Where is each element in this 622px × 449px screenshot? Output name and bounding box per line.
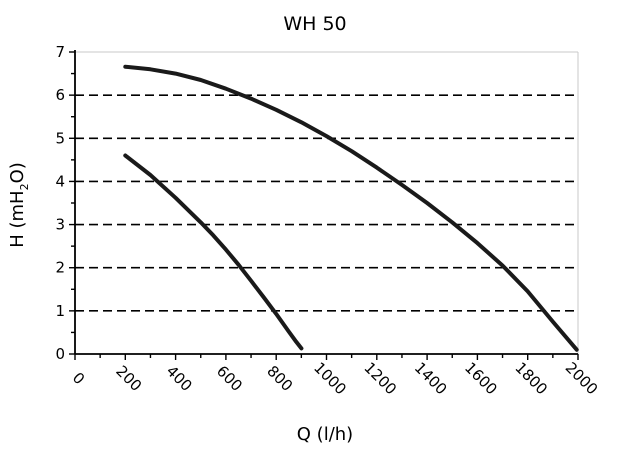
x-tick-label-400: 400 (163, 362, 196, 395)
y-axis-label: H (mH2O) (7, 162, 31, 248)
x-tick-label-1600: 1600 (461, 359, 501, 399)
x-tick-label-200: 200 (112, 362, 145, 395)
y-tick-label-6: 6 (55, 86, 65, 104)
y-tick-label-7: 7 (55, 43, 65, 61)
x-axis: 0 200 400 600 800 1000 1200 1400 1600 1800 2000 (69, 353, 602, 399)
y-tick-label-4: 4 (55, 172, 65, 190)
x-tick-label-1800: 1800 (511, 359, 551, 399)
x-tick-label-1200: 1200 (360, 359, 400, 399)
chart-title: WH 50 (283, 13, 346, 35)
y-axis-label-prefix: H (mH (7, 190, 28, 247)
series-line-2 (123, 153, 304, 351)
x-tick-label-0: 0 (69, 369, 88, 388)
y-tick-label-5: 5 (55, 129, 65, 147)
x-tick-label-2000: 2000 (562, 359, 602, 399)
series-lines (123, 64, 579, 352)
x-tick-label-1000: 1000 (310, 359, 350, 399)
gridlines (75, 94, 578, 312)
x-axis-label: Q (l/h) (297, 424, 353, 445)
y-axis: 0 1 2 3 4 5 6 7 (55, 43, 76, 363)
y-tick-label-3: 3 (55, 216, 65, 234)
y-tick-label-0: 0 (55, 345, 65, 363)
y-axis-label-suffix: O) (7, 162, 28, 183)
plot-frame (75, 51, 579, 354)
y-tick-label-2: 2 (55, 259, 65, 277)
x-tick-label-600: 600 (213, 362, 246, 395)
x-tick-label-1400: 1400 (411, 359, 451, 399)
y-axis-label-subscript: 2 (18, 183, 31, 190)
y-tick-label-1: 1 (55, 302, 65, 320)
x-tick-label-800: 800 (263, 362, 296, 395)
series-line-1 (123, 64, 579, 352)
